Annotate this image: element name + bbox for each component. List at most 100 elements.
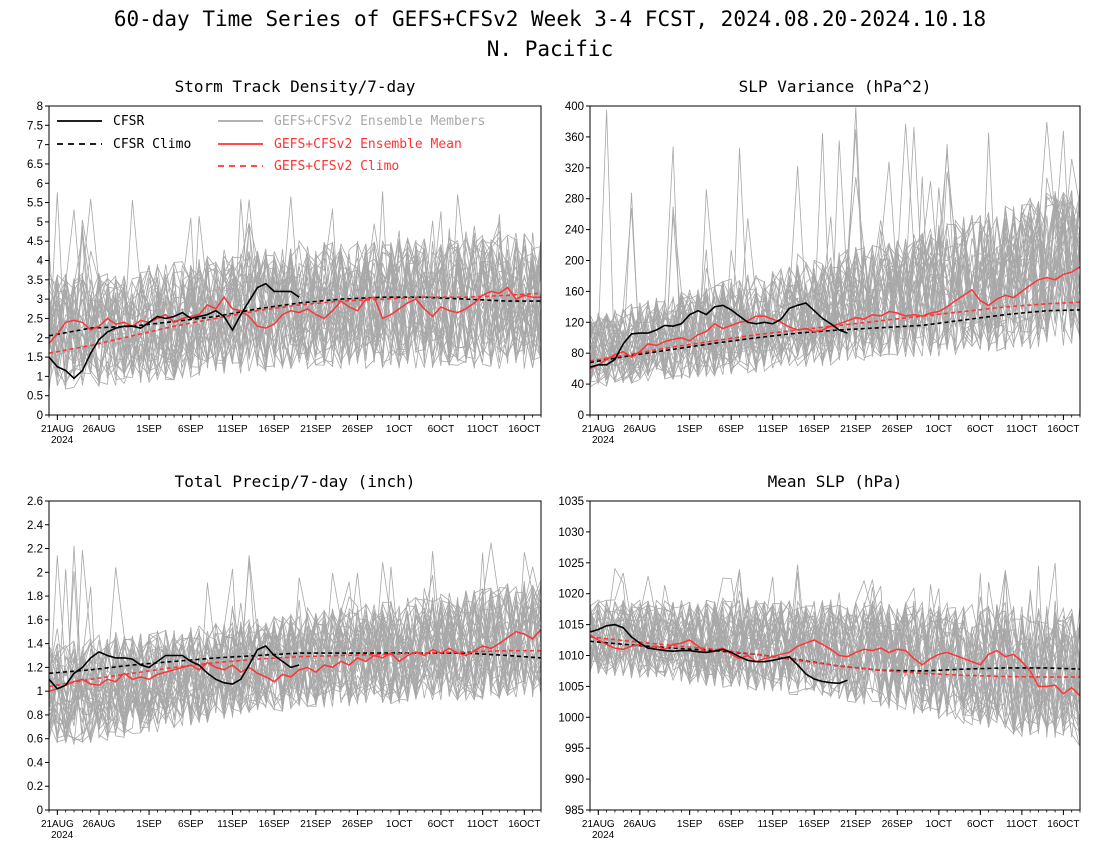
y-tick-label: 320 bbox=[565, 163, 584, 175]
y-tick-label: 2 bbox=[37, 567, 43, 579]
x-tick-label: 6SEP bbox=[718, 819, 744, 830]
y-tick-label: 7 bbox=[37, 140, 43, 152]
member-line bbox=[48, 577, 542, 734]
y-tick-label: 1 bbox=[37, 371, 43, 383]
panel-title: SLP Variance (hPa^2) bbox=[739, 77, 932, 96]
x-tick-label: 16SEP bbox=[259, 424, 290, 435]
ensemble-members bbox=[48, 542, 542, 745]
series-line-cfsr-climo bbox=[589, 309, 1081, 364]
y-tick-label: 6.5 bbox=[27, 159, 43, 171]
series-line-cfsr bbox=[589, 302, 848, 368]
panel-title: Mean SLP (hPa) bbox=[768, 472, 903, 491]
legend-label: CFSR bbox=[113, 114, 144, 129]
y-tick-label: 160 bbox=[565, 286, 584, 298]
y-tick-label: 1.2 bbox=[27, 662, 43, 674]
y-tick-label: 2.6 bbox=[27, 496, 43, 508]
y-tick-label: 0.6 bbox=[27, 734, 43, 746]
series-line-gefs-cfsv2-climo bbox=[589, 301, 1081, 362]
x-tick-label: 21AUG bbox=[582, 819, 615, 830]
y-tick-label: 120 bbox=[565, 317, 584, 329]
panel-3: Total Precip/7-day (inch)00.20.40.60.811… bbox=[27, 472, 542, 841]
panel-2: SLP Variance (hPa^2) 0 40 80 120 160 200 240 280… bbox=[565, 77, 1081, 446]
y-tick-label: 5 bbox=[37, 217, 43, 229]
x-year-label: 2024 bbox=[592, 830, 615, 841]
x-tick-label: 26SEP bbox=[342, 819, 373, 830]
member-line bbox=[589, 192, 1081, 380]
x-tick-label: 16OCT bbox=[508, 424, 540, 435]
x-tick-label: 21SEP bbox=[300, 819, 331, 830]
x-tick-label: 11OCT bbox=[467, 424, 499, 435]
y-tick-label: 8 bbox=[37, 101, 43, 113]
x-year-label: 2024 bbox=[51, 830, 74, 841]
series-line-gefs-cfsv2-climo bbox=[48, 649, 541, 688]
x-tick-label: 1SEP bbox=[677, 424, 703, 435]
x-tick-label: 1SEP bbox=[677, 819, 703, 830]
x-tick-label: 26SEP bbox=[882, 424, 913, 435]
x-tick-label: 26SEP bbox=[882, 819, 913, 830]
member-line bbox=[589, 132, 1081, 382]
legend-label: GEFS+CFSv2 Ensemble Members bbox=[274, 114, 485, 129]
member-line bbox=[48, 582, 542, 711]
member-line bbox=[48, 545, 542, 731]
member-line bbox=[48, 245, 542, 385]
series-line-gefs-cfsv2-ensemble-mean bbox=[48, 628, 542, 692]
member-line bbox=[589, 600, 1081, 729]
series-line-gefs-cfsv2-climo bbox=[48, 292, 542, 354]
x-tick-label: 11SEP bbox=[758, 819, 789, 830]
y-tick-label: 1.6 bbox=[27, 615, 43, 627]
y-tick-label: 1035 bbox=[558, 496, 584, 508]
x-tick-label: 16SEP bbox=[799, 819, 830, 830]
member-line bbox=[589, 191, 1081, 380]
member-line bbox=[48, 196, 542, 388]
y-tick-label: 5.5 bbox=[27, 198, 43, 210]
x-tick-label: 6OCT bbox=[967, 819, 994, 830]
y-tick-label: 995 bbox=[565, 743, 584, 755]
member-line bbox=[48, 550, 542, 741]
y-tick-label: 4.5 bbox=[27, 236, 43, 248]
y-tick-label: 400 bbox=[565, 101, 584, 113]
member-line bbox=[589, 601, 1081, 709]
member-line bbox=[589, 603, 1081, 728]
series-line-cfsr bbox=[589, 623, 848, 685]
x-tick-label: 11OCT bbox=[1006, 424, 1038, 435]
y-tick-label: 1.8 bbox=[27, 591, 43, 603]
x-tick-label: 26AUG bbox=[83, 424, 116, 435]
legend-label: GEFS+CFSv2 Climo bbox=[274, 159, 399, 174]
x-tick-label: 26AUG bbox=[623, 424, 656, 435]
y-tick-label: 2.2 bbox=[27, 544, 43, 556]
y-tick-label: 985 bbox=[565, 805, 584, 817]
panel-title: Total Precip/7-day (inch) bbox=[175, 472, 416, 491]
figure-title: 60-day Time Series of GEFS+CFSv2 Week 3-… bbox=[114, 7, 986, 31]
y-tick-label: 1.5 bbox=[27, 352, 43, 364]
x-year-label: 2024 bbox=[592, 435, 615, 446]
ensemble-members bbox=[589, 562, 1081, 748]
x-tick-label: 26AUG bbox=[623, 819, 656, 830]
member-line bbox=[589, 602, 1081, 738]
x-tick-label: 1OCT bbox=[386, 424, 413, 435]
x-tick-label: 21SEP bbox=[840, 819, 871, 830]
x-tick-label: 21AUG bbox=[41, 424, 74, 435]
y-tick-label: 0.8 bbox=[27, 710, 43, 722]
member-line bbox=[48, 245, 542, 376]
y-tick-label: 1 bbox=[37, 686, 43, 698]
y-tick-label: 200 bbox=[565, 256, 584, 268]
x-tick-label: 21AUG bbox=[582, 424, 615, 435]
x-tick-label: 11SEP bbox=[217, 819, 248, 830]
y-tick-label: 1010 bbox=[558, 651, 584, 663]
member-line bbox=[589, 196, 1081, 384]
x-year-label: 2024 bbox=[51, 435, 74, 446]
y-tick-label: 2.5 bbox=[27, 313, 43, 325]
y-tick-label: 2 bbox=[37, 333, 43, 345]
x-tick-label: 11SEP bbox=[758, 424, 789, 435]
x-tick-label: 16OCT bbox=[508, 819, 540, 830]
y-tick-label: 0 bbox=[37, 410, 43, 422]
x-tick-label: 6SEP bbox=[178, 819, 204, 830]
member-line bbox=[48, 569, 542, 738]
figure-subtitle: N. Pacific bbox=[487, 37, 613, 61]
x-tick-label: 1SEP bbox=[136, 424, 162, 435]
x-tick-label: 16SEP bbox=[799, 424, 830, 435]
member-line bbox=[589, 208, 1081, 380]
x-tick-label: 26AUG bbox=[83, 819, 116, 830]
member-line bbox=[48, 220, 542, 376]
